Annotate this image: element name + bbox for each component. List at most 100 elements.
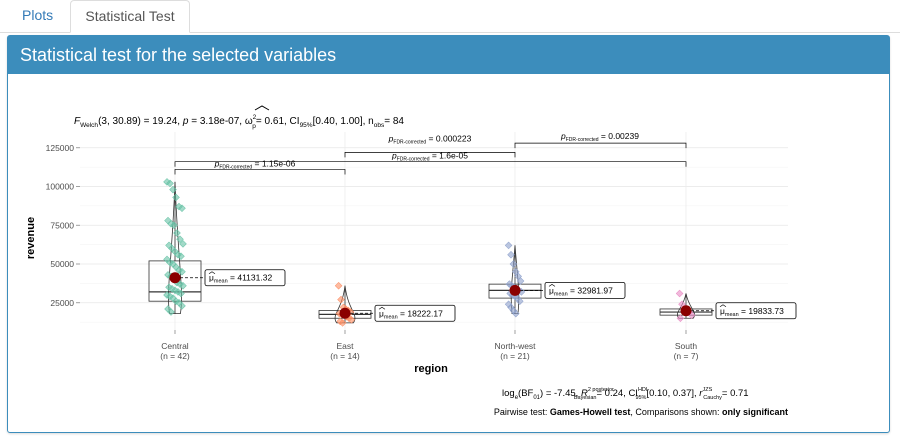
mean-label-box xyxy=(715,302,797,320)
caption-r: r xyxy=(699,388,703,399)
mean-value: = 19833.73 xyxy=(739,306,784,316)
comparison-label: pFDR-corrected = 0.000223 xyxy=(388,133,472,145)
panel-title: Statistical test for the selected variab… xyxy=(8,36,889,74)
data-point xyxy=(167,308,175,316)
mean-label: μmean = 18222.17 xyxy=(379,308,443,320)
comparison-p: p xyxy=(214,158,220,168)
data-point xyxy=(347,316,356,324)
subtitle-f: F xyxy=(74,116,81,127)
footnote-middle: , Comparisons shown: xyxy=(630,407,719,417)
x-tick-count: (n = 7) xyxy=(674,351,699,361)
comparison-bracket xyxy=(174,161,687,167)
footnote-prefix: Pairwise test: xyxy=(494,407,548,417)
tab-plots[interactable]: Plots xyxy=(22,7,54,23)
data-point xyxy=(176,235,184,243)
mean-mu: μ xyxy=(379,308,384,318)
comparison-p: p xyxy=(388,133,394,143)
data-point xyxy=(675,289,684,298)
data-point xyxy=(504,241,513,250)
data-point xyxy=(166,179,174,188)
data-point xyxy=(179,240,187,248)
caption-r-value: = 0.71 xyxy=(722,388,749,399)
comparison-label: pFDR-corrected = 0.00239 xyxy=(560,131,639,143)
x-tick-label: North-west xyxy=(494,341,536,351)
subtitle-f-value: = 19.24, xyxy=(144,116,180,127)
mean-hat xyxy=(548,283,556,287)
mean-label-box xyxy=(544,281,626,299)
data-point xyxy=(338,319,347,327)
data-point xyxy=(177,289,185,298)
data-point xyxy=(170,221,178,229)
data-point xyxy=(512,309,520,318)
caption-bf: (BF xyxy=(518,388,534,399)
x-tick-label: South xyxy=(675,341,697,351)
subtitle-p-value: = 3.18e-07, xyxy=(191,116,242,127)
mean-mu: μ xyxy=(209,273,214,283)
mean-hat xyxy=(208,271,216,275)
subtitle-f-sub: Welch xyxy=(80,122,98,129)
data-point xyxy=(334,281,343,290)
comparison-bracket xyxy=(514,142,687,149)
subtitle-omega-value: = 0.61, CI xyxy=(256,116,300,127)
mean-label-box xyxy=(374,304,456,322)
y-tick-label: 25000 xyxy=(50,298,74,308)
mean-sub: mean xyxy=(214,279,228,285)
x-tick-count: (n = 21) xyxy=(500,351,530,361)
mean-mu: μ xyxy=(720,306,725,316)
y-tick-label: 100000 xyxy=(46,182,75,192)
mean-label: μmean = 19833.73 xyxy=(720,306,784,318)
y-axis-label: revenue xyxy=(25,217,37,259)
mean-point xyxy=(169,272,181,284)
data-point xyxy=(178,302,186,310)
subtitle-ci-sub: 95% xyxy=(300,122,313,129)
data-point xyxy=(172,193,180,202)
subtitle-n-value: = 84 xyxy=(384,116,404,127)
footnote-test: Games-Howell test xyxy=(550,407,631,417)
tab-bar: Plots Statistical Test xyxy=(0,0,900,33)
mean-point xyxy=(509,284,521,296)
data-point xyxy=(509,260,518,268)
caption-r2-sup: 2 posterior xyxy=(588,387,614,393)
subtitle-p: p xyxy=(182,116,189,127)
data-point xyxy=(507,250,515,259)
caption-bf-value: ) = -7.45, xyxy=(540,388,578,399)
x-tick-label: East xyxy=(336,341,354,351)
footnote: Pairwise test: Games-Howell test, Compar… xyxy=(494,407,788,417)
comparison-p-value: = 0.00239 xyxy=(599,131,640,141)
subtitle: FWelch(3, 30.89) = 19.24, p = 3.18e-07, … xyxy=(74,114,404,130)
boxplots xyxy=(148,181,713,324)
omega-hat xyxy=(254,105,270,111)
comparison-p-sub: FDR-corrected xyxy=(566,137,599,143)
data-point xyxy=(173,229,181,237)
comparison-p-value: = 0.000223 xyxy=(426,133,471,143)
caption-r2-sub: Bayesian xyxy=(574,395,597,401)
pairwise-comparisons: pFDR-corrected = 1.15e-06 pFDR-corrected … xyxy=(174,131,687,175)
caption-r2-value: = 0.24, CI xyxy=(596,388,637,399)
caption-r-sub: Cauchy xyxy=(703,395,722,401)
comparison-p-sub: FDR-corrected xyxy=(393,139,426,145)
mean-point xyxy=(680,305,692,317)
subtitle-f-args: (3, 30.89) xyxy=(98,116,141,127)
x-tick-label: Central xyxy=(161,341,189,351)
tab-statistical-test[interactable]: Statistical Test xyxy=(70,0,190,33)
mean-value: = 41131.32 xyxy=(228,273,273,283)
caption-bf-sub: 01 xyxy=(533,395,540,401)
x-axis-label: region xyxy=(414,363,448,375)
statistical-test-panel: Statistical test for the selected variab… xyxy=(7,35,890,433)
mean-point xyxy=(339,307,351,319)
subtitle-n-sub: obs xyxy=(374,122,385,129)
caption: loge(BF01) = -7.45, R2 posterior Bayesian… xyxy=(502,387,749,401)
data-points xyxy=(163,178,696,327)
comparison-label: pFDR-corrected = 1.15e-06 xyxy=(214,158,296,170)
subtitle-omega-sup: 2 xyxy=(253,114,257,121)
mean-sub: mean xyxy=(384,314,398,320)
data-point xyxy=(676,314,685,322)
subtitle-omega: ω xyxy=(245,116,253,127)
comparison-p-sub: FDR-corrected xyxy=(219,164,252,170)
mean-label: μmean = 41131.32 xyxy=(209,273,272,285)
data-point xyxy=(178,268,186,276)
y-axis: 25000 50000 75000 100000 125000 xyxy=(46,143,80,308)
caption-log: log xyxy=(502,388,515,399)
mean-sub: mean xyxy=(554,291,568,297)
